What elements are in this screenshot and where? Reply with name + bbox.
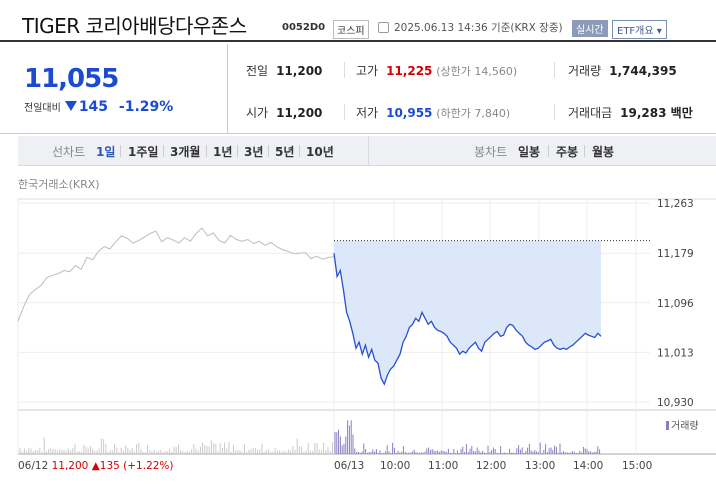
- today-area-fill: [334, 240, 601, 385]
- quote-timestamp: 2025.06.13 14:36 기준(KRX 장중): [394, 22, 563, 34]
- volume-legend-label: 거래량: [671, 421, 699, 432]
- amount-label: 거래대금: [568, 106, 613, 120]
- low-cell: 저가 10,955 (하한가 7,840): [356, 104, 510, 121]
- prev-close-label: 전일: [246, 64, 269, 78]
- axis-labels: 06/13 10:00 11:00 12:00 13:00 14:00 15:00 11,26…: [334, 198, 694, 472]
- y-tick-label: 11,013: [657, 347, 694, 359]
- tab-weekly[interactable]: 주봉: [556, 145, 579, 159]
- price-lines: [17, 227, 650, 386]
- divider: [237, 145, 238, 157]
- x-tick-label: 13:00: [525, 460, 555, 472]
- divider: [554, 62, 555, 78]
- price-change: 전일대비 145 -1.29%: [24, 99, 173, 115]
- x-tick-label: 14:00: [573, 460, 603, 472]
- divider: [368, 136, 369, 166]
- amount-cell: 거래대금 19,283 백만: [568, 104, 693, 121]
- chart-source: 한국거래소(KRX): [18, 178, 100, 191]
- today-line: [333, 253, 602, 386]
- change-value: 145: [78, 99, 109, 115]
- high-cell: 고가 11,225 (상한가 14,560): [356, 62, 517, 79]
- x-tick-label: 15:00: [622, 460, 652, 472]
- tab-3y[interactable]: 3년: [244, 145, 264, 159]
- change-percent: -1.29%: [118, 99, 174, 115]
- divider: [163, 145, 164, 157]
- volume-label: 거래량: [568, 64, 602, 78]
- high-value: 11,225: [386, 64, 433, 78]
- tab-1w[interactable]: 1주일: [128, 145, 159, 159]
- tab-5y[interactable]: 5년: [275, 145, 295, 159]
- page-header: TIGER 코리아배당다우존스 0052D0 코스피 2025.06.13 14…: [0, 0, 716, 42]
- x-tick-label: 06/13: [334, 460, 364, 472]
- realtime-button[interactable]: 실시간: [572, 20, 608, 37]
- divider: [206, 145, 207, 157]
- y-tick-label: 11,096: [657, 298, 694, 310]
- prev-close-cell: 전일 11,200: [246, 62, 322, 79]
- prev-close-value: 11,200: [276, 64, 323, 78]
- y-tick-label: 11,179: [657, 248, 694, 260]
- prev-day-price: 11,200: [51, 460, 89, 472]
- divider: [584, 145, 585, 157]
- line-chart-label: 선차트: [52, 145, 86, 159]
- tab-monthly[interactable]: 월봉: [592, 145, 615, 159]
- stock-title: TIGER 코리아배당다우존스: [22, 14, 247, 38]
- x-tick-label: 10:00: [380, 460, 410, 472]
- lower-limit: (하한가 7,840): [436, 107, 511, 120]
- tab-10y[interactable]: 10년: [306, 145, 334, 159]
- clock-icon: [378, 22, 389, 33]
- low-label: 저가: [356, 106, 379, 120]
- current-price-panel: 11,055 전일대비 145 -1.29%: [0, 44, 228, 134]
- volume-legend-swatch: [666, 421, 669, 430]
- candle-chart-label: 봉차트: [474, 145, 508, 159]
- y-tick-label: 11,263: [657, 198, 694, 210]
- x-tick-label: 12:00: [476, 460, 506, 472]
- open-label: 시가: [246, 106, 269, 120]
- prev-day-summary: 06/12 11,200 ▲135 (+1.22%): [18, 460, 174, 472]
- divider: [344, 104, 345, 120]
- x-tick-label: 11:00: [428, 460, 458, 472]
- low-value: 10,955: [386, 106, 433, 120]
- open-value: 11,200: [276, 106, 323, 120]
- high-label: 고가: [356, 64, 379, 78]
- tab-3m[interactable]: 3개월: [170, 145, 201, 159]
- divider: [299, 145, 300, 157]
- open-cell: 시가 11,200: [246, 104, 322, 121]
- chart-tabs: 선차트 1일 1주일 3개월 1년 3년 5년 10년 봉차트 일봉 주봉 월봉: [18, 136, 716, 166]
- volume-legend: 거래량: [666, 417, 699, 432]
- prev-day-change: ▲135 (+1.22%): [91, 460, 174, 472]
- tab-1y[interactable]: 1년: [213, 145, 233, 159]
- tab-daily[interactable]: 일봉: [518, 145, 541, 159]
- quote-summary: 11,055 전일대비 145 -1.29% 전일 11,200 고가 11,225 …: [0, 44, 716, 134]
- divider: [344, 62, 345, 78]
- upper-limit: (상한가 14,560): [436, 65, 518, 78]
- stock-code: 0052D0: [282, 22, 326, 33]
- market-badge: 코스피: [333, 20, 369, 39]
- divider: [120, 145, 121, 157]
- current-price: 11,055: [24, 64, 119, 94]
- divider: [548, 145, 549, 157]
- amount-value: 19,283 백만: [620, 106, 693, 120]
- y-tick-label: 10,930: [657, 397, 694, 409]
- divider: [554, 104, 555, 120]
- volume-cell: 거래량 1,744,395: [568, 62, 677, 79]
- divider: [268, 145, 269, 157]
- volume-bars: [19, 420, 601, 454]
- prev-day-date: 06/12: [18, 460, 49, 472]
- prev-day-line: [17, 227, 335, 322]
- down-triangle-icon: [64, 101, 77, 111]
- tab-1d[interactable]: 1일: [96, 145, 116, 159]
- volume-value: 1,744,395: [609, 64, 677, 78]
- change-label: 전일대비: [24, 103, 61, 114]
- etf-overview-dropdown[interactable]: ETF개요 ▾: [612, 20, 667, 39]
